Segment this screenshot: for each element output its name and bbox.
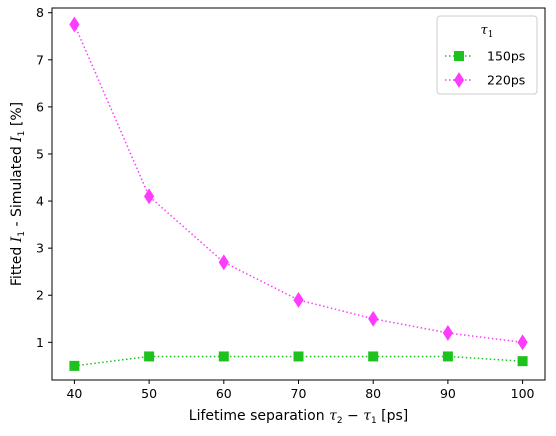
legend-label: 220ps xyxy=(487,73,525,88)
y-axis: 1 2 3 4 5 6 7 8 xyxy=(36,5,52,350)
data-point xyxy=(69,16,80,33)
data-point xyxy=(144,188,155,205)
x-tick-label: 70 xyxy=(291,386,307,401)
data-point xyxy=(517,356,528,367)
x-tick-label: 60 xyxy=(216,386,232,401)
data-point xyxy=(293,292,304,308)
data-point xyxy=(442,351,453,362)
x-tick-label: 100 xyxy=(511,386,535,401)
y-tick-label: 2 xyxy=(36,288,44,303)
data-point xyxy=(218,351,229,362)
x-tick-label: 40 xyxy=(66,386,82,401)
y-tick-label: 3 xyxy=(36,241,44,256)
legend-entry-220ps: 220ps xyxy=(445,72,525,88)
y-tick-label: 5 xyxy=(36,146,44,161)
x-axis: 40 50 60 70 80 90 100 xyxy=(66,380,535,401)
x-tick-label: 80 xyxy=(365,386,381,401)
x-tick-label: 50 xyxy=(141,386,157,401)
y-tick-label: 6 xyxy=(36,99,44,114)
legend-entry-150ps: 150ps xyxy=(445,49,525,64)
data-point xyxy=(368,351,379,362)
series-150ps xyxy=(69,351,528,371)
y-tick-label: 8 xyxy=(36,5,44,20)
x-axis-label: Lifetime separation τ2 − τ1 [ps] xyxy=(189,408,408,426)
legend-box xyxy=(436,15,538,95)
y-tick-label: 4 xyxy=(36,194,44,209)
legend-title: τ1 xyxy=(481,23,494,40)
y-tick-label: 7 xyxy=(36,52,44,67)
legend: τ1 150ps 220ps xyxy=(436,15,538,95)
legend-entries: 150ps 220ps xyxy=(445,49,525,88)
series-220ps xyxy=(69,16,528,351)
y-tick-label: 1 xyxy=(36,335,44,350)
legend-label: 150ps xyxy=(487,49,525,64)
data-point xyxy=(144,351,155,362)
legend-marker xyxy=(453,72,465,88)
data-point xyxy=(517,334,528,351)
data-point xyxy=(442,324,453,341)
data-point xyxy=(218,254,229,271)
legend-marker xyxy=(454,51,464,61)
x-tick-label: 90 xyxy=(440,386,456,401)
data-point xyxy=(368,310,379,327)
data-point xyxy=(69,360,80,371)
series-layer xyxy=(69,16,528,371)
data-point xyxy=(293,351,304,362)
y-axis-label: Fitted I1 - Simulated I1 [%] xyxy=(9,102,27,286)
